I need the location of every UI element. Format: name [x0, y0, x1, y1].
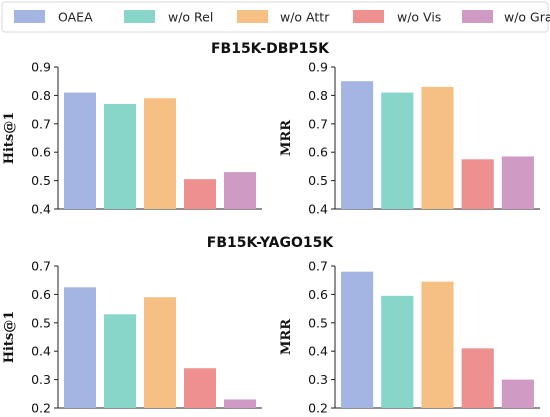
y-tick-label: 0.4 — [308, 344, 328, 359]
y-tick-label: 0.5 — [308, 315, 328, 330]
bar-w-o-graph — [224, 399, 256, 408]
y-tick-label: 0.4 — [31, 202, 51, 217]
group-title-fb15k-yago15k: FB15K-YAGO15K — [207, 235, 335, 251]
legend-label-wo-vis: w/o Vis — [397, 10, 441, 25]
legend-frame — [1, 1, 549, 33]
bar-w-o-attr — [421, 86, 454, 209]
y-axis-label: MRR — [279, 120, 294, 156]
bar-w-o-vis — [184, 368, 216, 408]
legend-swatch-oaea — [14, 10, 45, 23]
y-axis-label: Hits@1 — [2, 311, 17, 364]
y-tick-label: 0.4 — [31, 344, 51, 359]
y-tick-label: 0.5 — [308, 173, 328, 188]
y-tick-label: 0.3 — [31, 372, 51, 387]
y-tick-label: 0.5 — [31, 315, 51, 330]
bar-w-o-attr — [144, 297, 176, 408]
y-tick-label: 0.8 — [308, 88, 328, 103]
legend: OAEA w/o Rel w/o Attr w/o Vis w/o Graph — [1, 1, 550, 33]
legend-swatch-wo-rel — [124, 10, 155, 23]
bar-w-o-rel — [381, 295, 414, 408]
legend-label-wo-rel: w/o Rel — [168, 10, 213, 25]
bar-oaea — [64, 287, 96, 408]
y-tick-label: 0.8 — [31, 88, 51, 103]
y-tick-label: 0.9 — [308, 60, 328, 75]
y-tick-label: 0.2 — [308, 401, 328, 416]
bar-oaea — [341, 271, 374, 408]
y-tick-label: 0.7 — [31, 259, 51, 274]
bar-w-o-vis — [461, 348, 494, 408]
y-tick-label: 0.4 — [308, 202, 328, 217]
y-tick-label: 0.9 — [31, 60, 51, 75]
legend-label-oaea: OAEA — [58, 10, 93, 25]
legend-label-wo-attr: w/o Attr — [280, 10, 330, 25]
legend-swatch-wo-vis — [353, 10, 384, 23]
legend-swatch-wo-graph — [462, 10, 493, 23]
y-axis-label: MRR — [279, 319, 294, 355]
bar-w-o-graph — [224, 172, 256, 209]
y-tick-label: 0.7 — [308, 116, 328, 131]
y-axis-label: Hits@1 — [2, 112, 17, 165]
bar-w-o-rel — [381, 92, 414, 209]
chart-panel-2: 0.2 0.3 0.4 0.5 0.6 0.7 Hits@1 — [2, 259, 262, 416]
y-tick-label: 0.7 — [308, 259, 328, 274]
y-tick-label: 0.7 — [31, 116, 51, 131]
chart-panel-1: 0.4 0.5 0.6 0.7 0.8 0.9 MRR — [279, 60, 540, 217]
bar-w-o-attr — [144, 98, 176, 209]
y-tick-label: 0.3 — [308, 372, 328, 387]
chart-panel-0: 0.4 0.5 0.6 0.7 0.8 0.9 Hits@1 — [2, 60, 262, 217]
legend-label-wo-graph: w/o Graph — [504, 10, 550, 25]
bar-oaea — [64, 92, 96, 209]
bar-w-o-vis — [184, 179, 216, 209]
y-tick-label: 0.6 — [308, 287, 328, 302]
bar-w-o-rel — [104, 103, 136, 209]
legend-swatch-wo-attr — [237, 10, 268, 23]
group-title-fb15k-dbp15k: FB15K-DBP15K — [211, 41, 330, 57]
y-tick-label: 0.5 — [31, 173, 51, 188]
bar-w-o-graph — [501, 379, 534, 408]
y-tick-label: 0.6 — [31, 287, 51, 302]
bar-w-o-rel — [104, 314, 136, 408]
y-tick-label: 0.2 — [31, 401, 51, 416]
bar-w-o-vis — [461, 159, 494, 209]
bar-w-o-attr — [421, 281, 454, 408]
y-tick-label: 0.6 — [308, 145, 328, 160]
bar-w-o-graph — [501, 156, 534, 209]
charts: 0.40.50.60.70.80.9Hits@10.40.50.60.70.80… — [2, 60, 540, 416]
y-tick-label: 0.6 — [31, 145, 51, 160]
chart-panel-3: 0.2 0.3 0.4 0.5 0.6 0.7 MRR — [279, 259, 540, 416]
bar-oaea — [341, 81, 374, 209]
